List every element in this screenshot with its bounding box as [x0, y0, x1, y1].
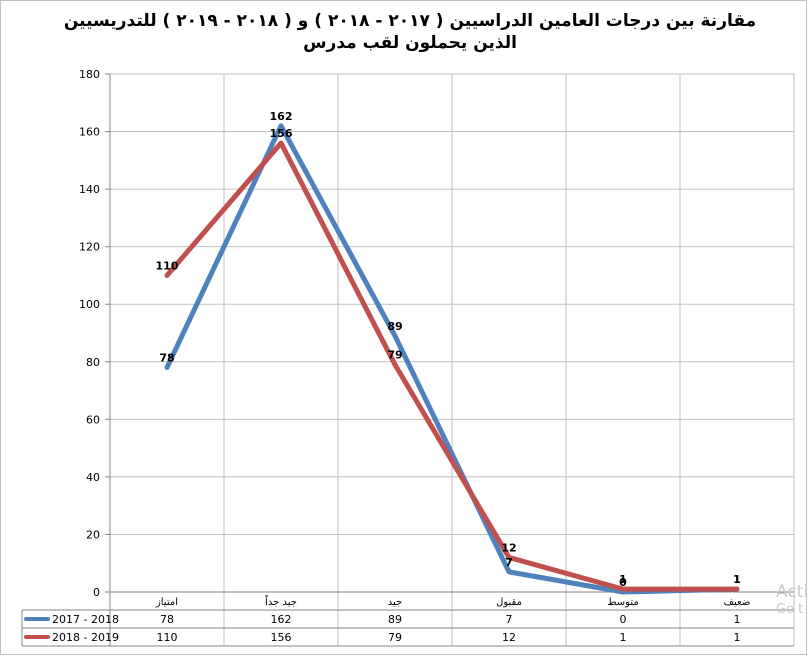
table-value: 162 — [271, 613, 292, 626]
y-tick-label: 0 — [93, 586, 100, 599]
category-label: ضعيف — [724, 597, 751, 608]
y-tick-label: 60 — [86, 413, 100, 426]
y-tick-label: 100 — [79, 298, 100, 311]
activation-watermark: Acti Go t — [776, 583, 808, 619]
category-label: متوسط — [607, 597, 638, 608]
chart-title-line-2: الذين يحملون لقب مدرس — [303, 33, 517, 53]
data-label: 156 — [270, 127, 293, 140]
series-line-2 — [164, 140, 740, 592]
data-label: 78 — [159, 352, 174, 365]
table-value: 7 — [506, 613, 513, 626]
legend-label-2: 2018 - 2019 — [52, 631, 119, 644]
category-label: مقبول — [496, 597, 522, 608]
data-label: 12 — [501, 541, 516, 554]
data-label: 110 — [156, 259, 179, 272]
table-value: 1 — [734, 631, 741, 644]
chart-title: مقارنة بين درجات العامين الدراسيين ( ٢٠١… — [60, 10, 760, 54]
table-value: 110 — [157, 631, 178, 644]
chart-title-line-1: مقارنة بين درجات العامين الدراسيين ( ٢٠١… — [63, 11, 757, 31]
watermark-line-1: Acti — [776, 582, 809, 602]
category-label: جيد — [388, 597, 402, 608]
category-label: جيد جداً — [265, 594, 297, 608]
data-label: 89 — [387, 320, 402, 333]
data-label: 1 — [733, 573, 741, 586]
table-value: 1 — [734, 613, 741, 626]
table-value: 89 — [388, 613, 402, 626]
y-tick-label: 140 — [79, 183, 100, 196]
y-tick-label: 180 — [79, 68, 100, 81]
y-tick-label: 160 — [79, 126, 100, 139]
table-value: 1 — [620, 631, 627, 644]
data-label: 7 — [505, 556, 513, 569]
y-tick-label: 80 — [86, 356, 100, 369]
data-table: امتياز جيد جداً جيد مقبول متوسط ضعيف 2017 - 20… — [21, 591, 794, 647]
y-axis: 0 20 40 60 80 100 120 140 160 180 — [79, 68, 111, 646]
data-label: 79 — [387, 349, 402, 362]
data-label: 1 — [619, 573, 627, 586]
table-value: 12 — [502, 631, 516, 644]
gridlines — [109, 73, 795, 646]
data-label: 162 — [270, 110, 293, 123]
watermark-line-2: Go t — [776, 602, 804, 617]
data-label: 0 — [619, 576, 627, 589]
y-tick-label: 120 — [79, 241, 100, 254]
y-tick-label: 20 — [86, 528, 100, 541]
category-label: امتياز — [155, 597, 178, 608]
table-value: 156 — [271, 631, 292, 644]
data-label: 1 — [733, 573, 741, 586]
table-value: 78 — [160, 613, 174, 626]
legend-label-1: 2017 - 2018 — [52, 613, 119, 626]
table-value: 79 — [388, 631, 402, 644]
y-tick-label: 40 — [86, 471, 100, 484]
series-lines — [164, 123, 740, 595]
table-value: 0 — [620, 613, 627, 626]
